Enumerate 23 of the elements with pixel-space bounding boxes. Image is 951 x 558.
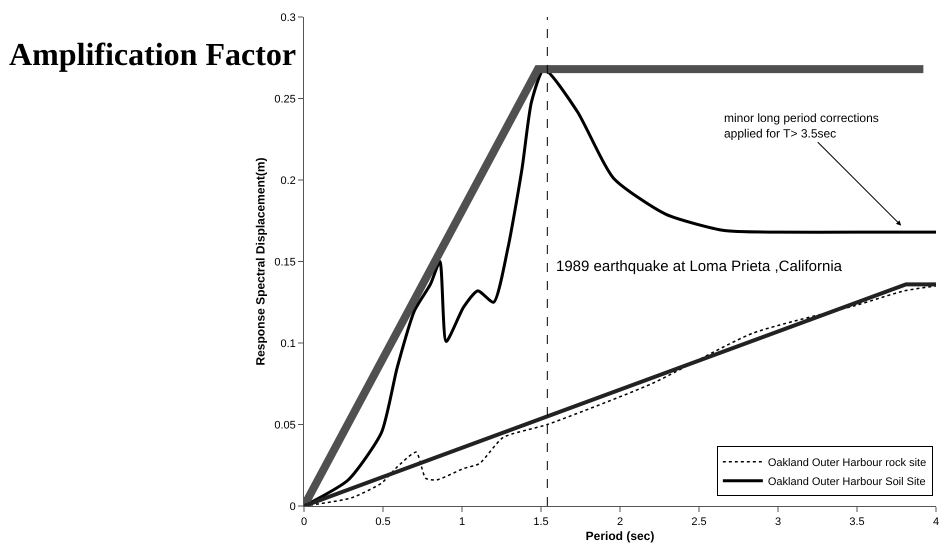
y-tick-label: 0.25 [274, 93, 296, 106]
x-tick-label: 4 [932, 516, 940, 528]
x-tick-label: 3.5 [849, 516, 865, 528]
y-tick-label: 0.05 [274, 419, 296, 432]
y-tick-label: 0 [290, 500, 296, 513]
legend-label: Oakland Outer Harbour rock site [768, 457, 926, 470]
y-tick-label: 0.3 [280, 12, 296, 24]
x-tick-label: 0 [300, 516, 308, 528]
text: Amplification Factor [9, 36, 296, 72]
y-tick-label: 0.1 [280, 338, 296, 350]
y-tick-label: 0.15 [274, 256, 296, 268]
y-tick-label: 0.2 [280, 174, 296, 187]
x-axis-title: Period (sec) [586, 529, 654, 544]
x-tick-label: 1.5 [533, 516, 549, 528]
x-tick-label: 0.5 [375, 516, 391, 528]
y-axis-title: Response Spectral Displacement(m) [254, 157, 268, 366]
x-tick-label: 1 [458, 516, 466, 528]
annotation: minor long period corrections applied for T> 3.5sec [724, 111, 879, 141]
legend-label: Oakland Outer Harbour Soil Site [768, 476, 926, 488]
x-tick-label: 3 [774, 516, 782, 528]
x-tick-label: 2 [616, 516, 624, 528]
x-tick-label: 2.5 [691, 516, 707, 528]
annotation: 1989 earthquake at Loma Prieta ,California [556, 258, 843, 275]
